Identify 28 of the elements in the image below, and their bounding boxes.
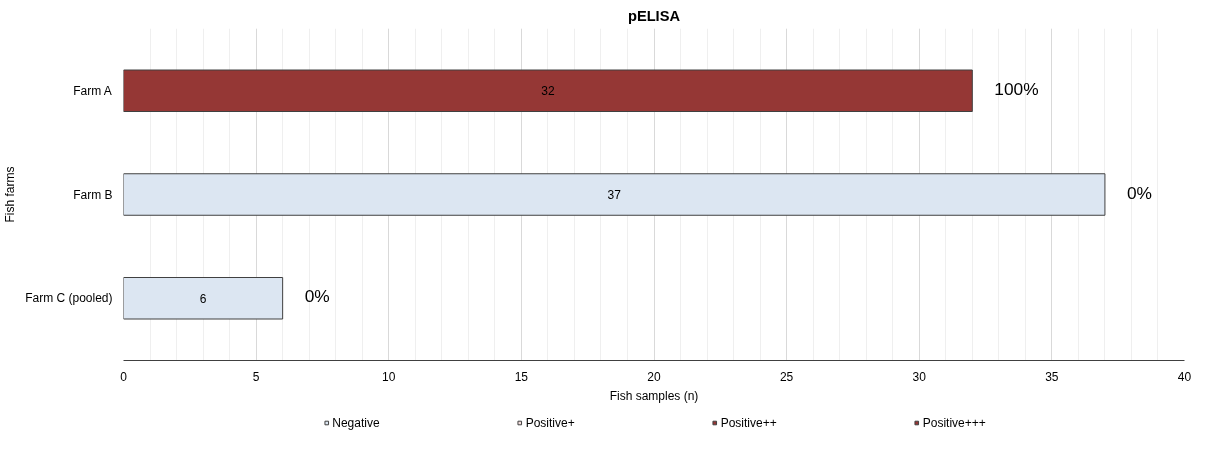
x-axis-title: Fish samples (n) <box>609 388 699 403</box>
chart-title: pELISA <box>627 7 681 24</box>
bar <box>123 277 284 320</box>
x-tick-label: 5 <box>252 369 260 384</box>
bar <box>123 69 973 112</box>
annotation: 0% <box>1126 182 1152 203</box>
x-tick-label: 35 <box>1045 369 1059 384</box>
bar <box>123 173 1106 216</box>
x-tick-label: 20 <box>647 369 661 384</box>
y-tick-label: Farm C (pooled) <box>25 291 113 306</box>
x-tick-label: 40 <box>1177 369 1192 384</box>
x-tick-label: 25 <box>779 369 794 384</box>
y-tick-label: Farm B <box>73 187 113 202</box>
legend-label: Positive+ <box>525 415 575 430</box>
x-tick-label: 30 <box>912 369 927 384</box>
y-axis-title: Fish farms <box>3 166 18 223</box>
data-label: 6 <box>199 291 207 306</box>
x-tick-label: 10 <box>382 369 396 384</box>
legend-label: Negative <box>332 415 380 430</box>
legend-label: Positive++ <box>720 415 777 430</box>
y-tick-label: Farm A <box>73 83 112 98</box>
x-tick-label: 15 <box>514 369 529 384</box>
data-label: 37 <box>607 188 622 202</box>
annotation: 100% <box>994 78 1039 99</box>
legend-label: Positive+++ <box>922 415 986 430</box>
data-label: 32 <box>541 84 555 99</box>
x-tick-label: 0 <box>120 369 128 384</box>
annotation: 0% <box>304 286 330 307</box>
